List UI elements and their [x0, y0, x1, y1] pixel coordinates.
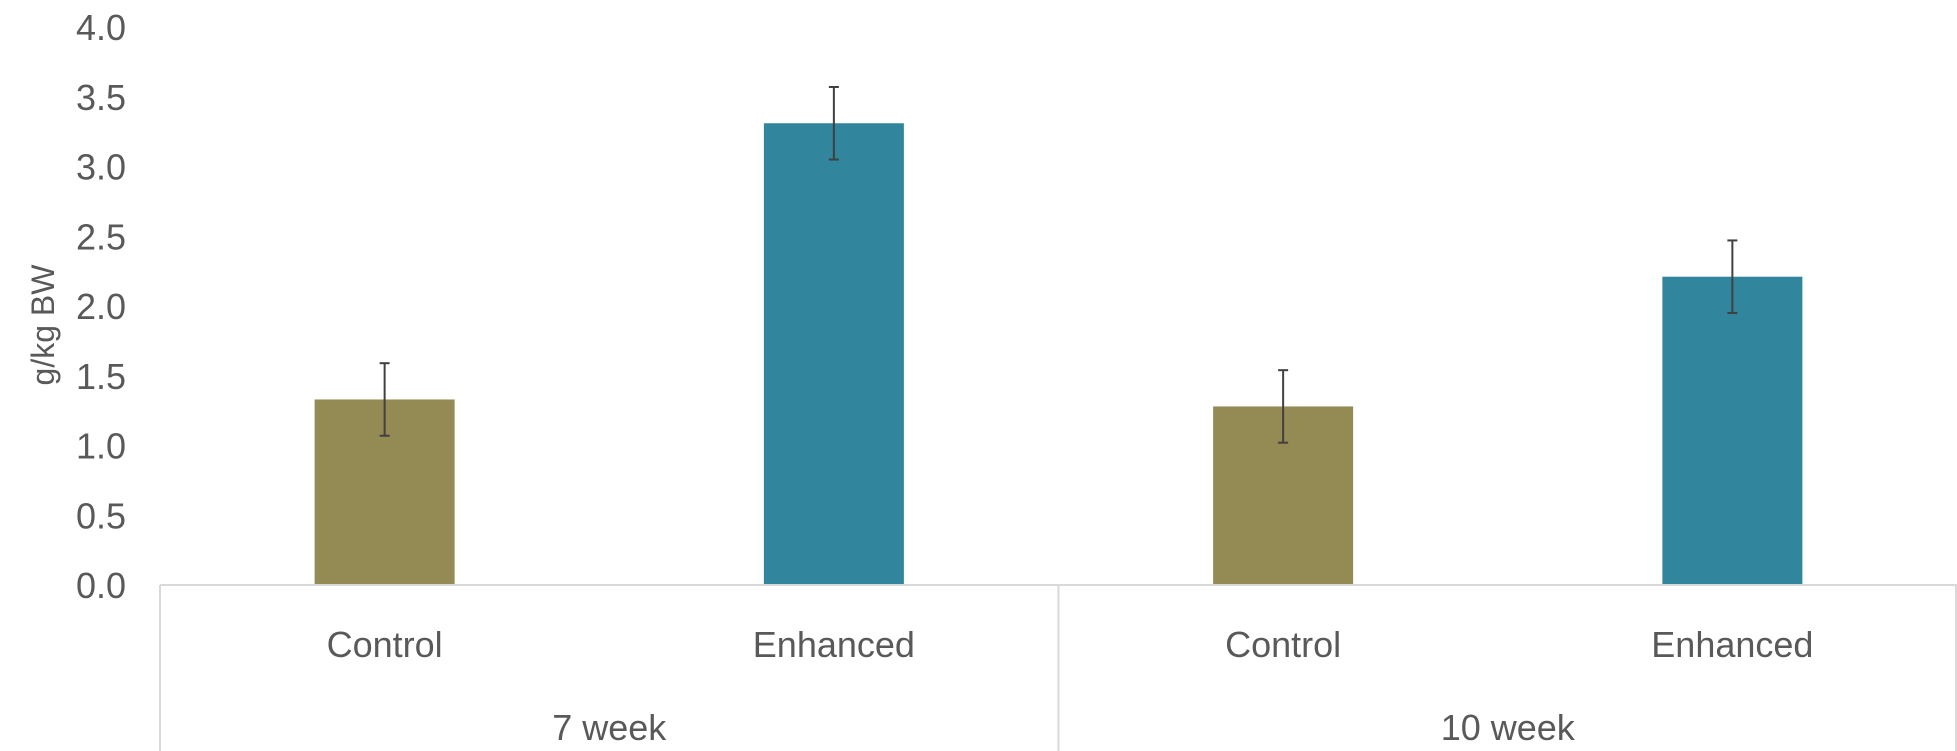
category-label: Control [1225, 624, 1341, 665]
bar [763, 123, 904, 585]
category-label: Enhanced [753, 624, 915, 665]
bar [1662, 276, 1803, 585]
category-labels: Control Enhanced Control Enhanced [327, 624, 1814, 665]
x-axis-frame [159, 584, 1957, 751]
category-label: Control [327, 624, 443, 665]
group-labels: 7 week 10 week [552, 707, 1576, 748]
y-axis-ticks: 0.0 0.5 1.0 1.5 2.0 2.5 3.0 3.5 4.0 [76, 7, 126, 606]
y-tick-label: 0.5 [76, 495, 126, 536]
error-bars [379, 85, 1738, 444]
error-bar [828, 85, 839, 161]
y-tick-label: 1.0 [76, 426, 126, 467]
y-tick-label: 3.0 [76, 147, 126, 188]
error-bar [1278, 369, 1289, 444]
error-bar [1727, 239, 1738, 314]
y-tick-label: 2.5 [76, 216, 126, 257]
y-tick-label: 3.5 [76, 77, 126, 118]
category-label: Enhanced [1651, 624, 1813, 665]
bars [314, 123, 1803, 585]
error-bar [379, 362, 390, 437]
group-label: 10 week [1441, 707, 1576, 748]
group-label: 7 week [552, 707, 667, 748]
y-tick-label: 4.0 [76, 7, 126, 48]
y-tick-label: 2.0 [76, 286, 126, 327]
y-tick-label: 0.0 [76, 565, 126, 606]
y-tick-label: 1.5 [76, 356, 126, 397]
y-axis-label: g/kg BW [25, 264, 61, 386]
